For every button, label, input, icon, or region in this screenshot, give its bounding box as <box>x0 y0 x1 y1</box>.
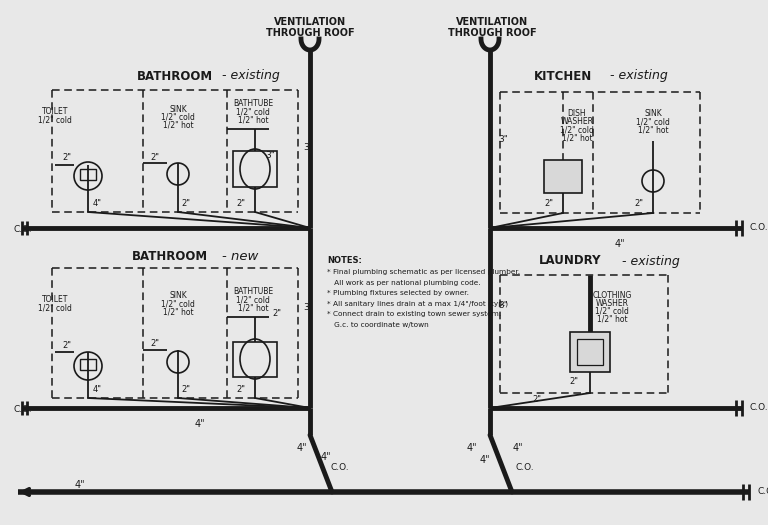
Text: * All sanitary lines drain at a max 1/4"/foot (typ.): * All sanitary lines drain at a max 1/4"… <box>327 300 508 307</box>
Text: SINK: SINK <box>169 104 187 113</box>
Text: 1/2" cold: 1/2" cold <box>236 108 270 117</box>
Text: SINK: SINK <box>644 110 662 119</box>
Text: 1/2" cold: 1/2" cold <box>236 296 270 304</box>
Text: CLOTHING: CLOTHING <box>592 290 632 299</box>
Text: 3": 3" <box>498 135 508 144</box>
Bar <box>233 342 277 377</box>
Text: * Plumbing fixtures selected by owner.: * Plumbing fixtures selected by owner. <box>327 290 469 296</box>
Text: - existing: - existing <box>622 255 680 268</box>
Text: 3": 3" <box>303 303 313 312</box>
Text: BATHROOM: BATHROOM <box>132 249 208 262</box>
Text: 1/2" hot: 1/2" hot <box>237 116 268 124</box>
Text: 2": 2" <box>151 340 160 349</box>
Text: KITCHEN: KITCHEN <box>534 69 592 82</box>
Text: 1/2" hot: 1/2" hot <box>163 308 194 317</box>
Text: BATHTUBE: BATHTUBE <box>233 100 273 109</box>
Text: C.O.: C.O. <box>14 225 32 234</box>
Bar <box>570 332 610 372</box>
Text: C.O.: C.O. <box>750 224 768 233</box>
Text: 4": 4" <box>296 443 307 453</box>
Text: 4": 4" <box>194 419 205 429</box>
Text: 1/2" cold: 1/2" cold <box>636 118 670 127</box>
Text: 2": 2" <box>237 385 246 394</box>
Text: 1/2" cold: 1/2" cold <box>38 303 72 312</box>
Text: WASHER: WASHER <box>561 118 594 127</box>
Text: C.O.: C.O. <box>515 464 535 472</box>
Bar <box>80 359 96 370</box>
Text: 2": 2" <box>62 153 71 163</box>
Text: 4": 4" <box>92 200 101 208</box>
Text: 1/2" hot: 1/2" hot <box>637 125 668 134</box>
Text: TOILET: TOILET <box>41 108 68 117</box>
Text: 4": 4" <box>614 239 625 249</box>
Text: VENTILATION: VENTILATION <box>456 17 528 27</box>
Text: BATHTUBE: BATHTUBE <box>233 288 273 297</box>
Text: 4": 4" <box>321 452 331 462</box>
Text: 3": 3" <box>265 151 275 160</box>
Text: 2": 2" <box>237 200 246 208</box>
Text: 3": 3" <box>303 143 313 152</box>
Text: LAUNDRY: LAUNDRY <box>538 255 601 268</box>
Text: 2": 2" <box>272 309 281 318</box>
Text: C.O.: C.O. <box>14 404 32 414</box>
Text: 1/2" hot: 1/2" hot <box>561 133 592 142</box>
Text: 1/2" cold: 1/2" cold <box>161 112 195 121</box>
Text: 1/2" cold: 1/2" cold <box>38 116 72 124</box>
Text: 1/2" hot: 1/2" hot <box>237 303 268 312</box>
Text: 1/2" cold: 1/2" cold <box>560 125 594 134</box>
Text: * Final plumbing schematic as per licensed plumber.: * Final plumbing schematic as per licens… <box>327 269 520 275</box>
Text: 3": 3" <box>498 300 508 310</box>
Text: BATHROOM: BATHROOM <box>137 69 213 82</box>
Text: - new: - new <box>222 249 258 262</box>
Text: WASHER: WASHER <box>595 299 628 308</box>
Text: 2": 2" <box>545 200 554 208</box>
Text: 2": 2" <box>181 385 190 394</box>
Bar <box>544 160 582 193</box>
Text: - existing: - existing <box>222 69 280 82</box>
Text: 4": 4" <box>74 480 85 490</box>
Text: * Connect drain to existing town sewer system.: * Connect drain to existing town sewer s… <box>327 311 502 317</box>
Text: 4": 4" <box>467 443 478 453</box>
Text: DISH: DISH <box>568 110 586 119</box>
Text: THROUGH ROOF: THROUGH ROOF <box>266 28 354 38</box>
Text: THROUGH ROOF: THROUGH ROOF <box>448 28 536 38</box>
Text: 2": 2" <box>181 200 190 208</box>
Text: 4": 4" <box>480 455 490 465</box>
Text: 1/2" cold: 1/2" cold <box>161 299 195 309</box>
Text: 2": 2" <box>62 341 71 351</box>
Text: 1/2" hot: 1/2" hot <box>163 121 194 130</box>
Bar <box>80 169 96 180</box>
Text: 2": 2" <box>634 200 644 208</box>
Text: G.c. to coordinate w/town: G.c. to coordinate w/town <box>327 321 429 328</box>
Bar <box>577 339 603 365</box>
Text: VENTILATION: VENTILATION <box>274 17 346 27</box>
Text: C.O.: C.O. <box>750 404 768 413</box>
Text: 2": 2" <box>532 395 541 404</box>
Text: 4": 4" <box>92 385 101 394</box>
Text: 1/2" hot: 1/2" hot <box>597 314 627 323</box>
Bar <box>233 151 277 187</box>
Text: 1/2" cold: 1/2" cold <box>595 307 629 316</box>
Text: C.O.: C.O. <box>331 464 349 472</box>
Text: 2": 2" <box>151 152 160 162</box>
Text: 2": 2" <box>570 377 578 386</box>
Text: C.O.: C.O. <box>758 488 768 497</box>
Text: 4": 4" <box>513 443 523 453</box>
Text: TOILET: TOILET <box>41 296 68 304</box>
Text: NOTES:: NOTES: <box>327 256 362 265</box>
Text: - existing: - existing <box>610 69 667 82</box>
Text: SINK: SINK <box>169 291 187 300</box>
Text: All work as per national plumbing code.: All work as per national plumbing code. <box>327 279 481 286</box>
